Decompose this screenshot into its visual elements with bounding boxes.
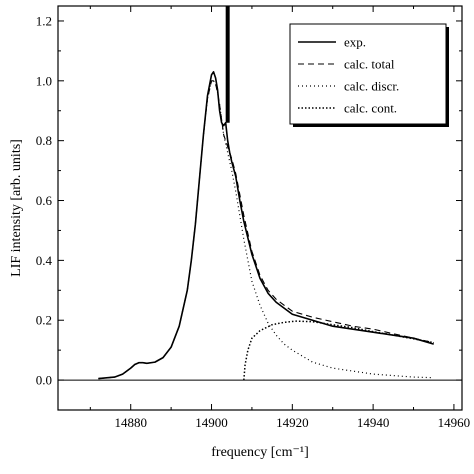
x-tick-label: 14920 — [276, 415, 309, 430]
x-tick-label: 14900 — [195, 415, 228, 430]
x-tick-label: 14960 — [438, 415, 471, 430]
y-tick-label: 1.2 — [36, 13, 52, 28]
legend-label-1: calc. total — [344, 57, 395, 72]
plot-frame — [57, 5, 463, 411]
legend-label-2: calc. discr. — [344, 79, 399, 94]
plot-series-group — [58, 6, 462, 381]
plot-content — [58, 6, 462, 381]
x-tick-label: 14880 — [114, 415, 147, 430]
y-tick-label: 1.0 — [36, 73, 52, 88]
series-line-2 — [98, 80, 434, 380]
legend-label-3: calc. cont. — [344, 101, 397, 116]
y-tick-label: 0.8 — [36, 133, 52, 148]
y-tick-label: 0.6 — [36, 193, 53, 208]
x-tick-label: 14940 — [357, 415, 390, 430]
legend-label-0: exp. — [344, 35, 366, 50]
axes: 14880 14900 14920 14940 14960 0.0 0.2 0.4 0.6 0.8… — [9, 5, 471, 460]
x-axis-label: frequency [cm⁻¹] — [211, 445, 308, 460]
legend: exp. calc. total calc. discr. calc. cont. — [289, 23, 449, 127]
y-tick-label: 0.0 — [36, 373, 52, 388]
y-tick-label: 0.2 — [36, 313, 52, 328]
y-axis-label: LIF intensity [arb. units] — [9, 139, 24, 277]
y-tick-label: 0.4 — [36, 253, 53, 268]
series-line-3 — [243, 320, 434, 381]
